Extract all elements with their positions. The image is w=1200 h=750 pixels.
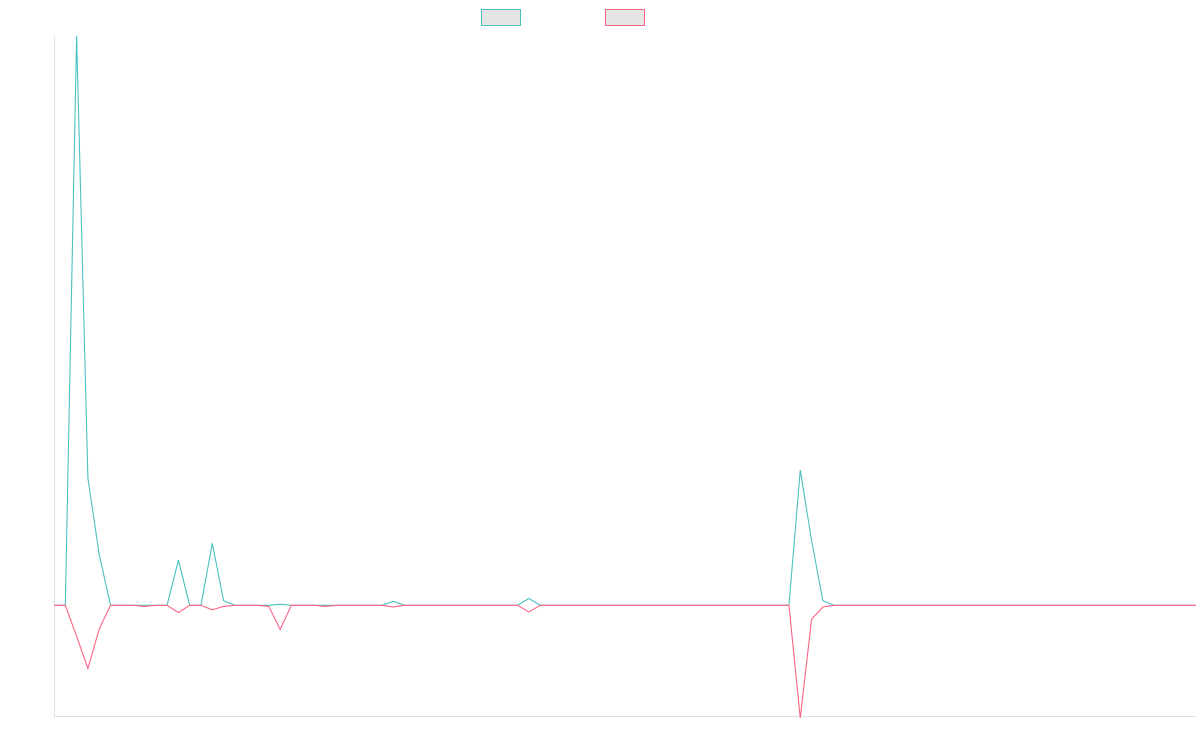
series-layer (54, 35, 1196, 719)
series-line-1 (54, 35, 1196, 606)
series-line-2 (54, 604, 1196, 719)
legend-swatch-1[interactable] (481, 9, 521, 26)
legend[interactable] (481, 9, 645, 26)
legend-swatch-2[interactable] (605, 9, 645, 26)
